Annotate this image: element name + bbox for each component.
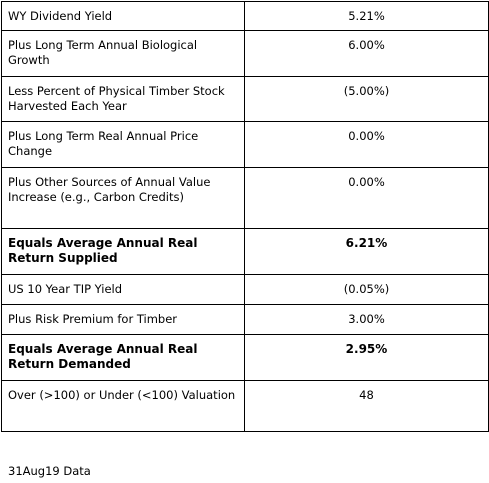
row: US 10 Year TIP Yield (0.05%) [1,274,489,305]
value: 3.00% [244,304,489,335]
label: Over (>100) or Under (<100) Valuation [1,380,245,432]
label: US 10 Year TIP Yield [1,274,245,305]
label: Plus Risk Premium for Timber [1,304,245,335]
row: WY Dividend Yield 5.21% [1,1,489,31]
label: Plus Long Term Real Annual Price Change [1,121,245,168]
value: 6.21% [244,228,489,275]
value: 0.00% [244,167,489,229]
label: Less Percent of Physical Timber Stock Ha… [1,76,245,122]
row: Plus Long Term Annual Biological Growth 6… [1,30,489,77]
value: 6.00% [244,30,489,77]
row: Equals Average Annual Real Return Demand… [1,334,489,381]
row: Less Percent of Physical Timber Stock Ha… [1,76,489,122]
row: Plus Risk Premium for Timber 3.00% [1,304,489,335]
value: 0.00% [244,121,489,168]
label: WY Dividend Yield [1,1,245,31]
row: Plus Other Sources of Annual Value Incre… [1,167,489,229]
row: Over (>100) or Under (<100) Valuation 48 [1,380,489,432]
row: Equals Average Annual Real Return Suppli… [1,228,489,275]
value: (5.00%) [244,76,489,122]
value: 48 [244,380,489,432]
label: Plus Long Term Annual Biological Growth [1,30,245,77]
value: (0.05%) [244,274,489,305]
label: Plus Other Sources of Annual Value Incre… [1,167,245,229]
row: Plus Long Term Real Annual Price Change 0… [1,121,489,168]
label: Equals Average Annual Real Return Suppli… [1,228,245,275]
valuation-table: WY Dividend Yield 5.21% Plus Long Term An… [1,1,489,432]
value: 2.95% [244,334,489,381]
value: 5.21% [244,1,489,31]
label: Equals Average Annual Real Return Demand… [1,334,245,381]
footer-note: 31Aug19 Data [8,464,91,478]
